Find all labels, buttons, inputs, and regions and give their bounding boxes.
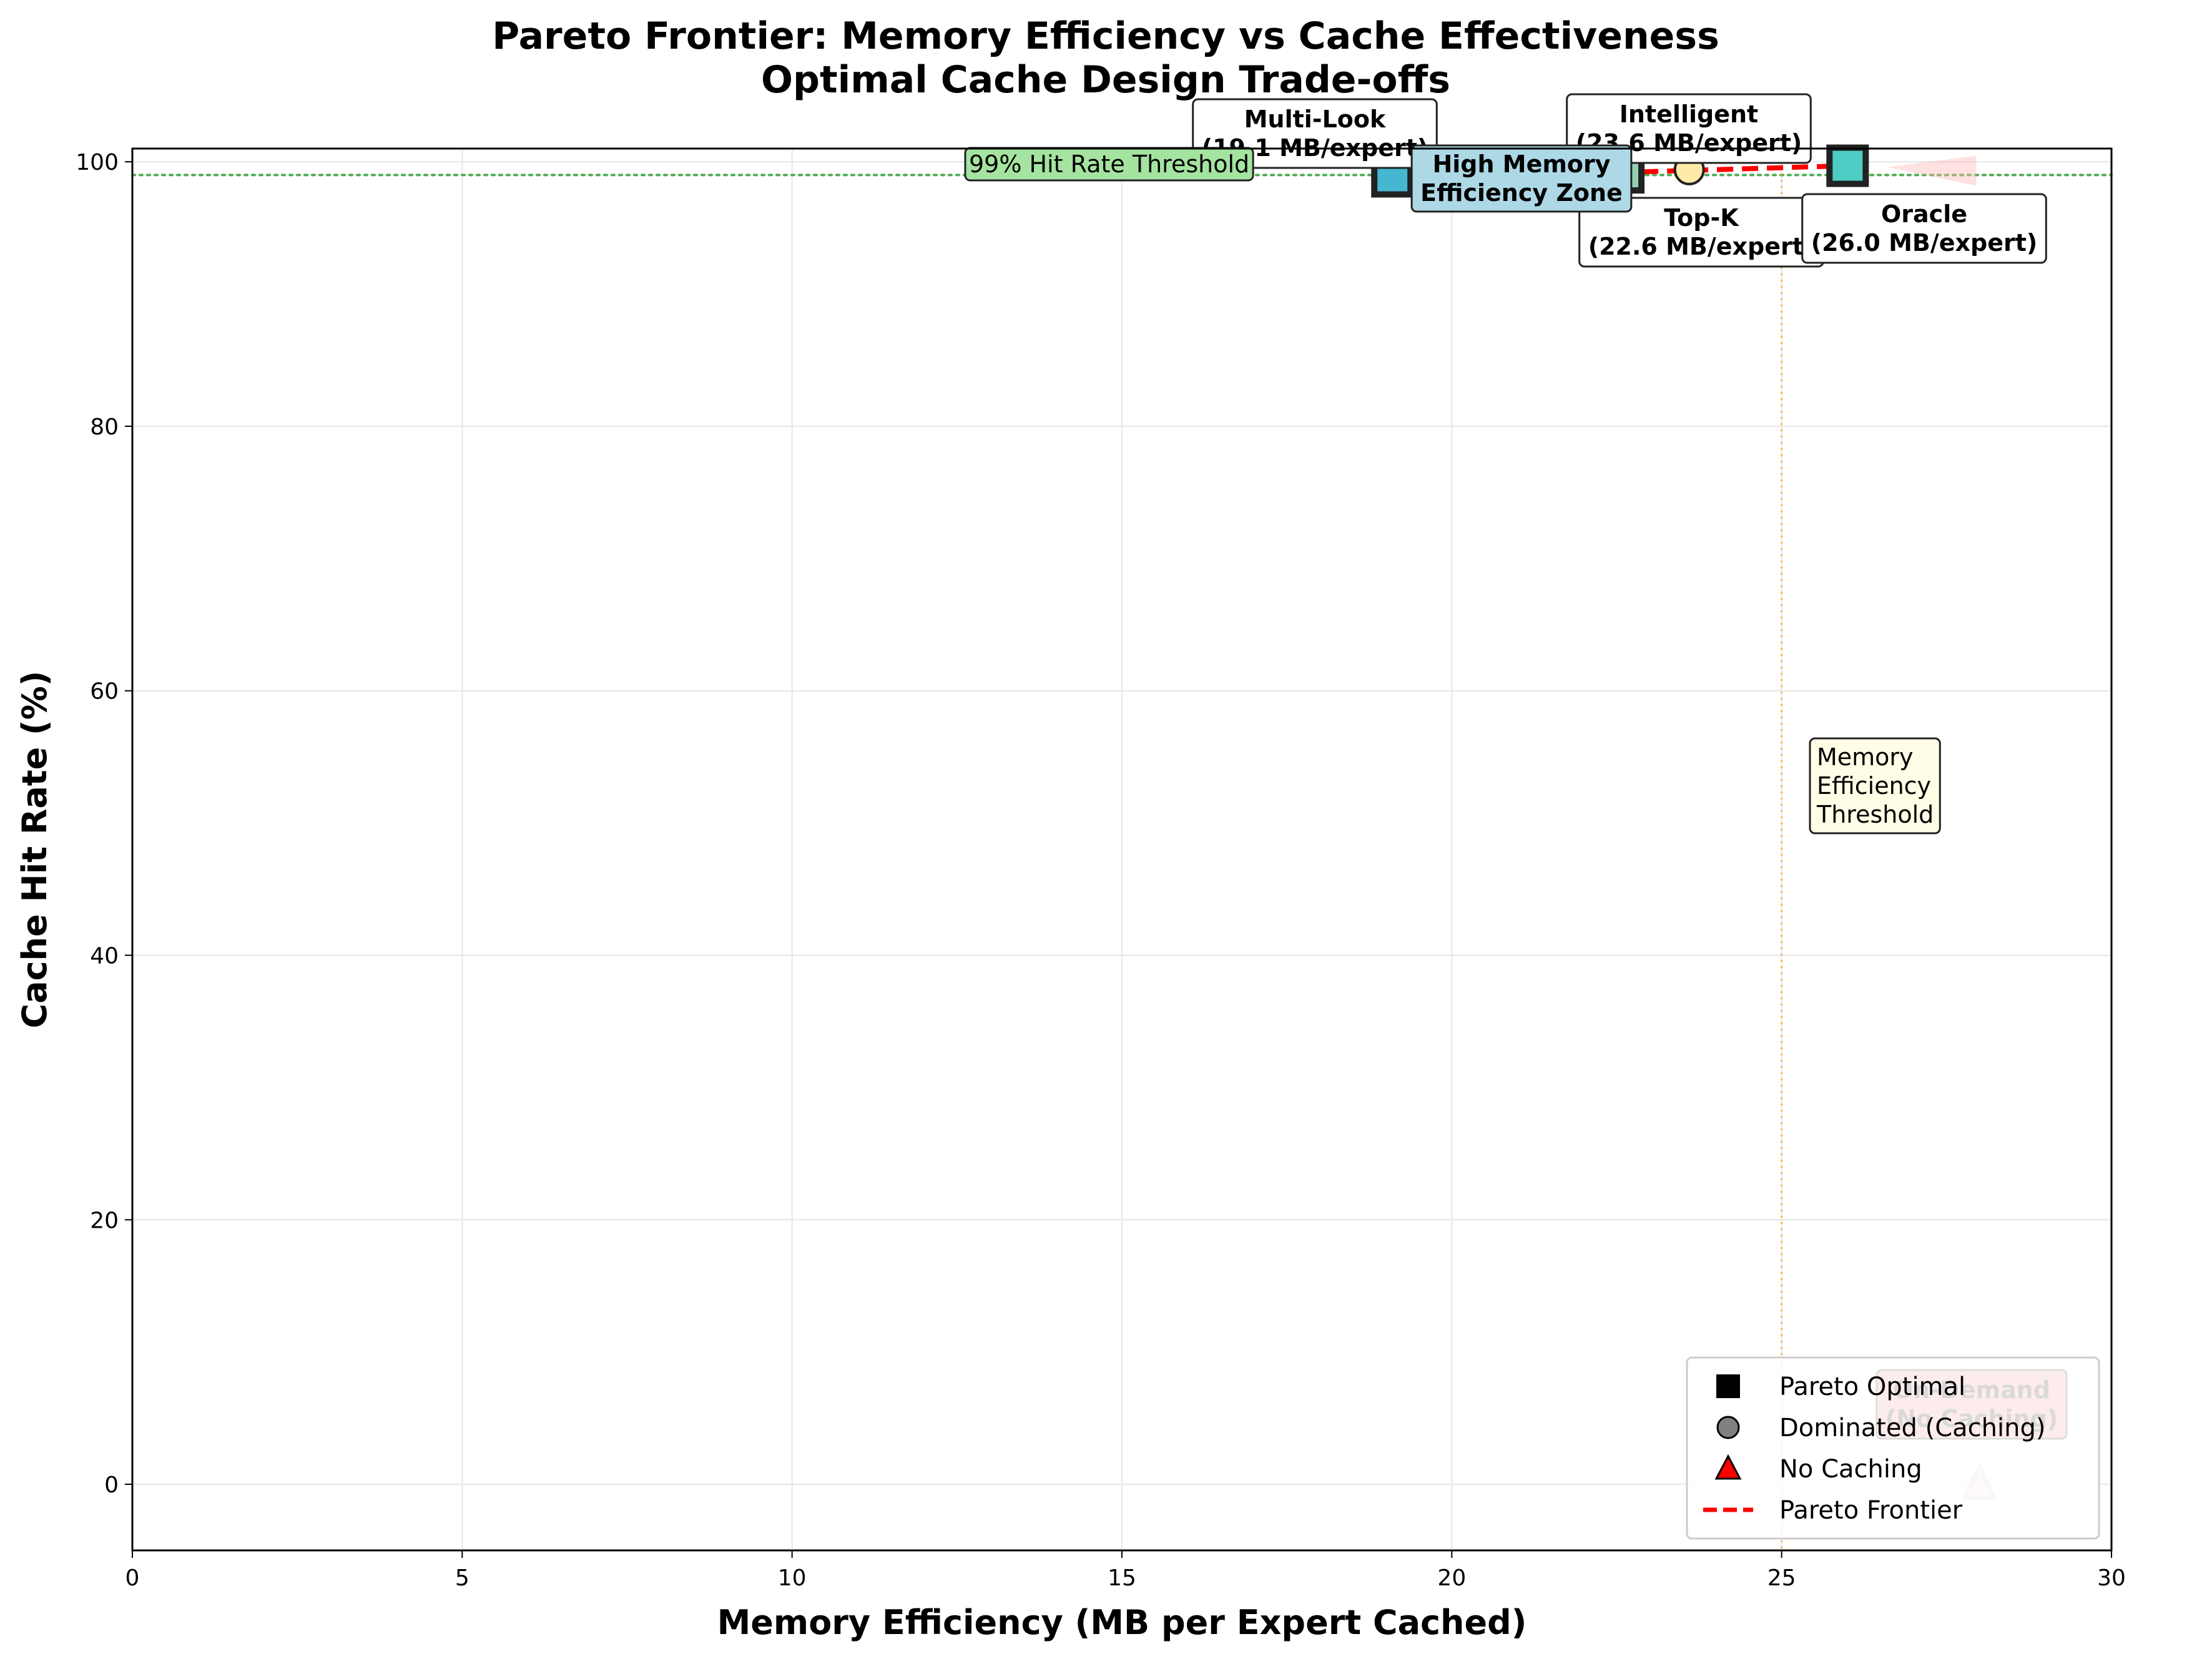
legend-swatch-triangle (1714, 1454, 1742, 1480)
annotation-title: Oracle (1881, 200, 1967, 228)
legend-swatch-square (1716, 1374, 1740, 1398)
dominated-region-wedge (1887, 155, 1977, 186)
annotation-detail: (26.0 MB/expert) (1811, 229, 2038, 257)
annotation-oracle: Oracle(26.0 MB/expert) (1801, 193, 2047, 264)
x-tick-label: 30 (2097, 1565, 2126, 1591)
zone-label-line: Efficiency Zone (1420, 179, 1623, 207)
y-tick-label: 100 (76, 150, 119, 175)
y-tick-label: 20 (90, 1208, 119, 1233)
legend-label: Pareto Optimal (1779, 1373, 1965, 1401)
zone-label-line: High Memory (1432, 150, 1610, 178)
chart-subtitle: Optimal Cache Design Trade-offs (761, 58, 1450, 102)
legend-label: Dominated (Caching) (1779, 1414, 2045, 1442)
hit-rate-threshold-label: 99% Hit Rate Threshold (964, 147, 1254, 182)
annotation-title: Multi-Look (1244, 105, 1386, 133)
memory-threshold-box (1809, 737, 1941, 834)
annotation-title: Top-K (1664, 204, 1739, 232)
legend-label: No Caching (1779, 1455, 1922, 1484)
annotation-box (1801, 193, 2047, 264)
legend-label: Pareto Frontier (1779, 1496, 1963, 1525)
y-tick-label: 80 (90, 414, 119, 440)
y-tick-label: 60 (90, 679, 119, 705)
legend-swatch-circle (1716, 1416, 1740, 1439)
hit-rate-threshold-text: 99% Hit Rate Threshold (969, 150, 1249, 178)
x-axis-label: Memory Efficiency (MB per Expert Cached) (717, 1603, 1527, 1642)
memory-threshold-text: Memory (1817, 743, 1914, 771)
annotation-title: Intelligent (1620, 100, 1758, 128)
x-tick-label: 25 (1767, 1565, 1796, 1591)
zone-label-box (1410, 144, 1633, 213)
point-oracle (1826, 144, 1869, 187)
chart-title: Pareto Frontier: Memory Efficiency vs Ca… (492, 14, 1719, 58)
x-tick-label: 5 (455, 1565, 469, 1591)
annotation-top-k: Top-K(22.6 MB/expert) (1578, 197, 1824, 268)
x-tick-label: 0 (125, 1565, 140, 1591)
memory-threshold-text: Efficiency (1817, 772, 1931, 800)
y-axis-label: Cache Hit Rate (%) (15, 671, 54, 1029)
x-tick-label: 10 (778, 1565, 807, 1591)
annotation-detail: (22.6 MB/expert) (1588, 233, 1815, 260)
x-tick-label: 15 (1108, 1565, 1136, 1591)
memory-threshold-text: Threshold (1816, 801, 1934, 828)
y-tick-label: 0 (104, 1472, 119, 1498)
annotation-box (1192, 98, 1438, 169)
legend: Pareto Optimal Dominated (Caching) No Cach… (1686, 1356, 2100, 1540)
ticks-layer: 0 5 10 15 20 25 30 0 20 40 60 80 100 (76, 150, 2126, 1591)
x-tick-label: 20 (1437, 1565, 1466, 1591)
legend-box (1686, 1356, 2100, 1540)
y-tick-label: 40 (90, 944, 119, 969)
